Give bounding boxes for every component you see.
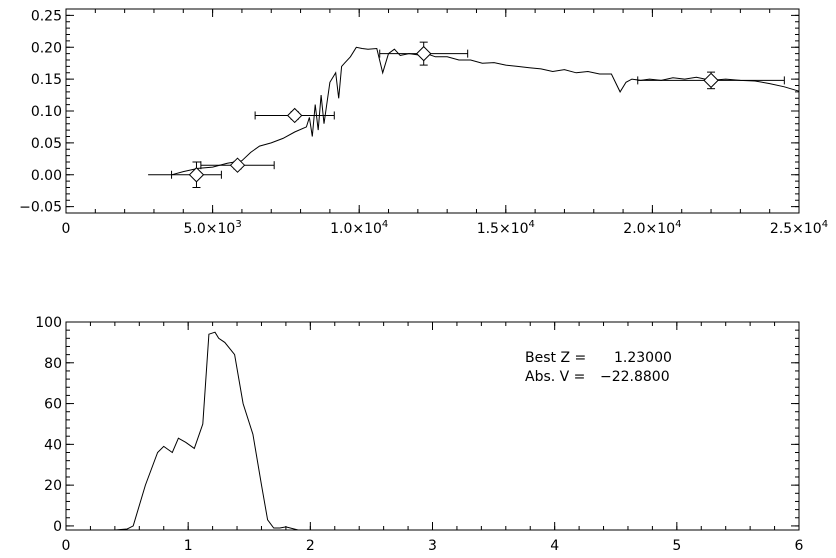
photometry-point-marker bbox=[703, 72, 719, 89]
top-x-tick-label: 1.5×104 bbox=[477, 219, 535, 237]
top-x-tick-label: 2.5×104 bbox=[770, 219, 828, 237]
bottom-x-tick-label: 4 bbox=[550, 538, 559, 554]
bottom-x-tick-label: 3 bbox=[428, 538, 437, 554]
top-x-tick-label: 1.0×104 bbox=[330, 219, 388, 237]
top-y-tick-label: 0.10 bbox=[31, 104, 62, 120]
bottom-y-tick-label: 20 bbox=[44, 478, 62, 494]
top-x-tick-label: 2.0×104 bbox=[623, 219, 681, 237]
top-y-tick-label: 0.20 bbox=[31, 40, 62, 56]
bottom-x-tick-label: 1 bbox=[184, 538, 193, 554]
annotation-abs-v-label: Abs. V = bbox=[525, 369, 585, 385]
top-chart-panel: 0 5.0×103 1.0×104 1.5×104 2.0×104 2.5×104 −0.0… bbox=[19, 8, 828, 237]
top-series-line bbox=[148, 46, 800, 176]
top-y-tick-label: 0.00 bbox=[31, 168, 62, 184]
top-x-tick-label: 5.0×103 bbox=[184, 219, 242, 237]
bottom-y-tick-label: 60 bbox=[44, 397, 62, 413]
bottom-y-tick-label: 100 bbox=[35, 315, 62, 331]
top-x-tick-label: 0 bbox=[62, 221, 71, 237]
bottom-x-tick-label: 0 bbox=[62, 538, 71, 554]
bottom-y-tick-label: 80 bbox=[44, 356, 62, 372]
annotation-best-z-value: 1.23000 bbox=[614, 350, 672, 366]
top-y-tick-label: 0.15 bbox=[31, 72, 62, 88]
top-y-tick-label: 0.05 bbox=[31, 136, 62, 152]
bottom-plot-frame bbox=[65, 321, 800, 531]
top-y-tick-label: −0.05 bbox=[19, 200, 62, 216]
bottom-y-tick-label: 0 bbox=[53, 519, 62, 535]
annotation-abs-v-value: −22.8800 bbox=[600, 369, 670, 385]
annotation-best-z-label: Best Z = bbox=[525, 350, 586, 366]
top-plot-frame bbox=[65, 8, 800, 214]
photometry-point-marker bbox=[188, 167, 205, 183]
top-y-tick-label: 0.25 bbox=[31, 8, 62, 24]
bottom-x-tick-label: 5 bbox=[672, 538, 681, 554]
photometry-point-marker bbox=[286, 107, 303, 124]
photometry-point-marker bbox=[229, 157, 246, 173]
bottom-series-line bbox=[66, 331, 799, 531]
bottom-x-tick-label: 6 bbox=[795, 538, 804, 554]
bottom-y-tick-label: 40 bbox=[44, 437, 62, 453]
photometry-point-marker bbox=[415, 45, 432, 62]
bottom-chart-panel: Best Z = 1.23000 Abs. V = −22.8800 0 1 2 3 4… bbox=[35, 315, 803, 554]
bottom-x-tick-label: 2 bbox=[306, 538, 315, 554]
